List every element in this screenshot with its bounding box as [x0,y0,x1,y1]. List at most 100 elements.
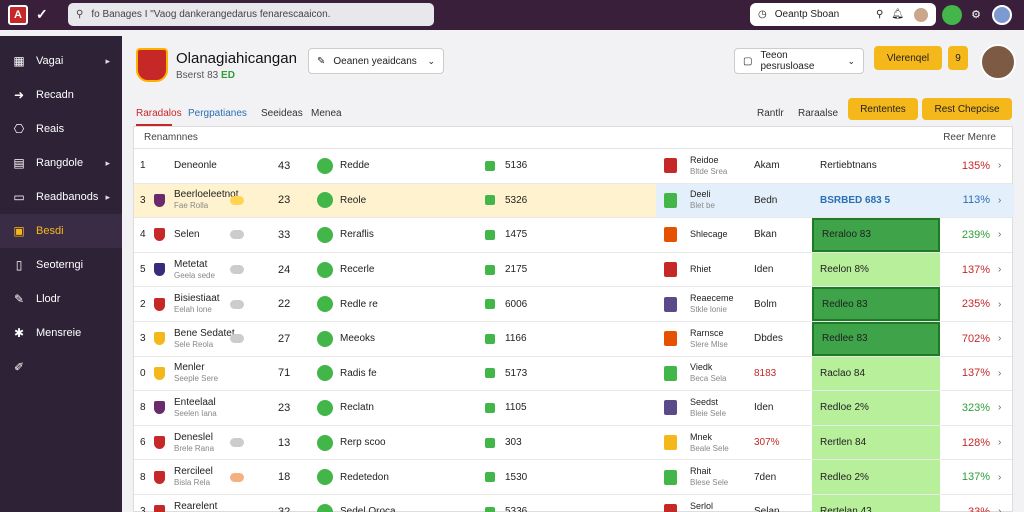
sidebar-item-label: Readbanods [36,191,99,203]
best-choice-button[interactable]: Rest Chepcise [922,98,1012,120]
square-icon: ▢ [743,55,753,67]
user-avatar-small[interactable] [912,5,930,24]
team-name[interactable]: Rercileel Bisla Rela [174,460,264,494]
primary-button[interactable]: Vlerenqel [874,46,942,70]
top-bar: A ✓ ⚲ fo Banages I "Vaog dankerangedarus… [0,0,1024,30]
sidebar-item-2[interactable]: ⎔ Reais [0,112,122,146]
table-row[interactable]: 8 Enteelaal Seelen Iana 23 Reclatn 1105 Seedst… [134,391,1012,426]
opponent-name[interactable]: Seedst Bleie Sele [690,391,750,425]
opponent-name[interactable]: Reaeceme Stkle lonie [690,287,750,321]
team-name[interactable]: Selen [174,218,264,252]
profile-avatar[interactable] [992,5,1012,25]
sidebar: ▦ Vagai ▸ ➜ Recadn ⎔ Reais ▤ Rangdole ▸ ▭ Readbanod… [0,36,122,512]
tab-1[interactable]: Pergpatianes [188,108,247,119]
sidebar-item-label: Recadn [36,89,74,101]
sidebar-item-4[interactable]: ▭ Readbanods ▸ [0,180,122,214]
opponent-name[interactable]: Rarnsce Slere Mlse [690,322,750,356]
tab-right-0[interactable]: Rantlr [757,108,784,119]
season-select[interactable]: ✎ Oeanen yeaidcans ⌄ [308,48,444,74]
opponent-crest-icon [664,426,678,460]
opponent-name[interactable]: SerlolBlele Sele [690,495,750,512]
opponent-name[interactable]: Reidoe Bltde Srea [690,149,750,183]
bell-icon[interactable]: 🔔︎ [891,9,904,20]
rentals-button[interactable]: Rententes [848,98,918,120]
stat-value: 1105 [505,402,527,414]
team-sub: Geela sede [174,270,215,280]
chevron-right-icon[interactable]: › [998,298,1002,310]
sidebar-item-label: Besdi [36,225,64,237]
search-icon[interactable]: ⚲ [875,9,884,20]
status-green-icon[interactable] [942,5,962,25]
table-row[interactable]: 0 Menler Seeple Sere 71 Radis fe 5173 Viedk Bec… [134,356,1012,392]
sidebar-item-6[interactable]: ▯ Seoterngi [0,248,122,282]
sidebar-item-3[interactable]: ▤ Rangdole ▸ [0,146,122,180]
table-row[interactable]: 1 Deneonle 43 Redde 5136 Reidoe Bltde Srea Akam… [134,149,1012,184]
team-label: Selen [174,229,200,241]
chevron-right-icon[interactable]: › [998,264,1002,276]
notification-icon[interactable]: ⚙ [971,9,981,21]
opponent-name[interactable]: Mnek Beale Sele [690,426,750,460]
opponent-name[interactable]: Rhiet [690,253,750,287]
opponent-name[interactable]: Viedk Beca Sela [690,357,750,391]
chevron-right-icon[interactable]: › [998,367,1002,379]
top-search-pill[interactable]: ◷ Oeantp Sboan ⚲ 🔔︎ [750,3,936,26]
table-row[interactable]: 5 Metetat Geela sede 24 Recerle 2175 Rhiet Iden… [134,252,1012,288]
opponent-label: Deeli [690,189,711,200]
tab-right-1[interactable]: Raraalse [798,108,839,119]
chevron-right-icon[interactable]: › [998,229,1002,241]
sidebar-item-9[interactable]: ✐ [0,350,122,384]
opponent-name[interactable]: Rhait Blese Sele [690,460,750,494]
team-sub: Bisla Rela [174,478,211,488]
team-name[interactable]: Menler Seeple Sere [174,357,264,391]
app-logo[interactable]: A [8,5,28,25]
tab-3[interactable]: Menea [311,108,342,119]
chevron-right-icon[interactable]: › [998,402,1002,414]
rank: 4 [140,229,146,241]
chevron-right-icon[interactable]: › [998,160,1002,172]
sidebar-item-7[interactable]: ✎ Llodr [0,282,122,316]
table-row[interactable]: 8 Rercileel Bisla Rela 18 Redetedon 1530 Rhait… [134,460,1012,495]
team-name[interactable]: Deneonle [174,149,264,183]
tab-bar: Raradalos Pergpatianes Seeideas Menea Ra… [122,98,1024,126]
search-input[interactable]: ⚲ fo Banages I "Vaog dankerangedarus fen… [68,3,434,26]
team-sub: Eelah lone [174,305,212,315]
team-name[interactable]: RearelentElen Srena [174,495,264,512]
form-pill [230,287,244,321]
opponent-name[interactable]: Shlecage [690,218,750,252]
team-label: Bisiestiaat [174,293,220,305]
table-row[interactable]: 3 Bene Sedatet Sele Reola 27 Meeoks 1166 Rarns… [134,321,1012,357]
opponent-name[interactable]: Deeli Blet be [690,184,750,218]
tab-2[interactable]: Seeideas [261,108,303,119]
team-name[interactable]: Metetat Geela sede [174,253,264,287]
table-row[interactable]: 3 Beerloeleetnot Fae Rolla 23 Reole 5326 Deeli… [134,183,1014,219]
team-name[interactable]: Bisiestiaat Eelah lone [174,287,264,321]
table-row[interactable]: 6 Deneslel Brele Rana 13 Rerp scoo 303 Mnek Bea… [134,425,1012,461]
team-label: Beerloeleetnot [174,189,239,201]
team-name[interactable]: Bene Sedatet Sele Reola [174,322,264,356]
sidebar-item-8[interactable]: ✱ Mensreie [0,316,122,350]
result: 307% [754,437,780,449]
table-row[interactable]: 2 Bisiestiaat Eelah lone 22 Redle re 6006 Reae… [134,287,1012,322]
sidebar-item-5[interactable]: ▣ Besdi [0,214,122,248]
sidebar-item-0[interactable]: ▦ Vagai ▸ [0,44,122,78]
filter-select[interactable]: ▢ Teeon pesrusloase ⌄ [734,48,864,74]
table-row[interactable]: 3 RearelentElen Srena 32 Sedel Oroca 5336 Ser… [134,494,1012,512]
percentage: 33% [967,505,990,512]
team-name[interactable]: Beerloeleetnot Fae Rolla [174,184,264,218]
count-button[interactable]: 9 [948,46,968,70]
team-sub: Seelen Iana [174,408,217,418]
team-name[interactable]: Deneslel Brele Rana [174,426,264,460]
user-avatar[interactable] [980,44,1016,80]
sidebar-item-1[interactable]: ➜ Recadn [0,78,122,112]
chevron-right-icon[interactable]: › [998,437,1002,449]
chevron-right-icon[interactable]: › [998,506,1002,512]
stat-value: 5336 [505,506,528,512]
team-name[interactable]: Enteelaal Seelen Iana [174,391,264,425]
chevron-right-icon[interactable]: › [998,471,1002,483]
chevron-right-icon[interactable]: › [998,194,1002,206]
table-header-right[interactable]: Reer Menre [943,132,996,143]
table-row[interactable]: 4 Selen 33 Reraflis 1475 Shlecage Bkan Reraloo … [134,218,1012,253]
chevron-right-icon[interactable]: › [998,333,1002,345]
menu-chevron-icon[interactable]: ✓ [36,6,48,22]
tab-0[interactable]: Raradalos [136,108,182,119]
